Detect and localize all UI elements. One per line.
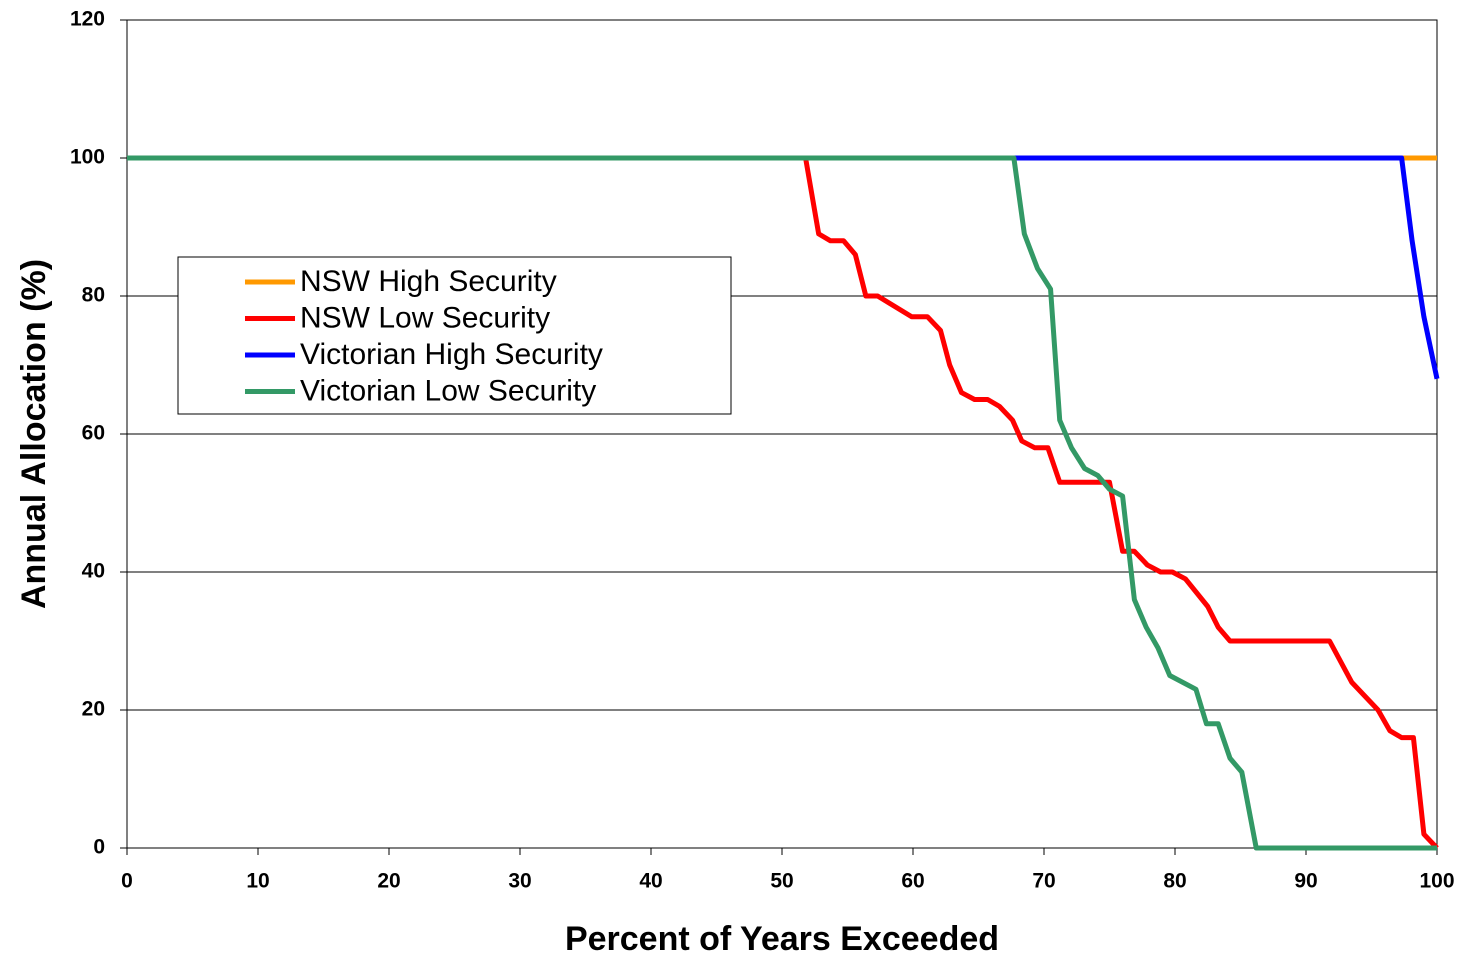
y-tick-label: 80 bbox=[82, 284, 105, 307]
x-tick-label: 50 bbox=[770, 870, 793, 893]
x-tick-label: 30 bbox=[508, 870, 531, 893]
y-tick-label: 0 bbox=[93, 836, 105, 859]
x-axis-title: Percent of Years Exceeded bbox=[565, 920, 999, 958]
x-tick-label: 0 bbox=[121, 870, 133, 893]
x-tick-label: 10 bbox=[246, 870, 269, 893]
y-axis-title: Annual Allocation (%) bbox=[15, 259, 53, 609]
series-line bbox=[127, 155, 1439, 850]
x-tick-label: 90 bbox=[1294, 870, 1317, 893]
y-tick-label: 40 bbox=[82, 560, 105, 583]
legend-label: NSW Low Security bbox=[300, 301, 550, 334]
y-tick-label: 120 bbox=[70, 8, 105, 31]
legend-label: NSW High Security bbox=[300, 265, 557, 298]
x-tick-label: 20 bbox=[377, 870, 400, 893]
y-tick-label: 100 bbox=[70, 146, 105, 169]
y-tick-label: 20 bbox=[82, 698, 105, 721]
y-tick-label: 60 bbox=[82, 422, 105, 445]
x-tick-label: 70 bbox=[1032, 870, 1055, 893]
legend-label: Victorian High Security bbox=[300, 338, 603, 371]
series-line bbox=[127, 155, 1437, 851]
plot-area bbox=[126, 19, 1438, 849]
x-tick-label: 100 bbox=[1419, 870, 1454, 893]
x-tick-label: 40 bbox=[639, 870, 662, 893]
x-tick-label: 60 bbox=[901, 870, 924, 893]
x-tick-label: 80 bbox=[1163, 870, 1186, 893]
legend-label: Victorian Low Security bbox=[300, 374, 596, 407]
